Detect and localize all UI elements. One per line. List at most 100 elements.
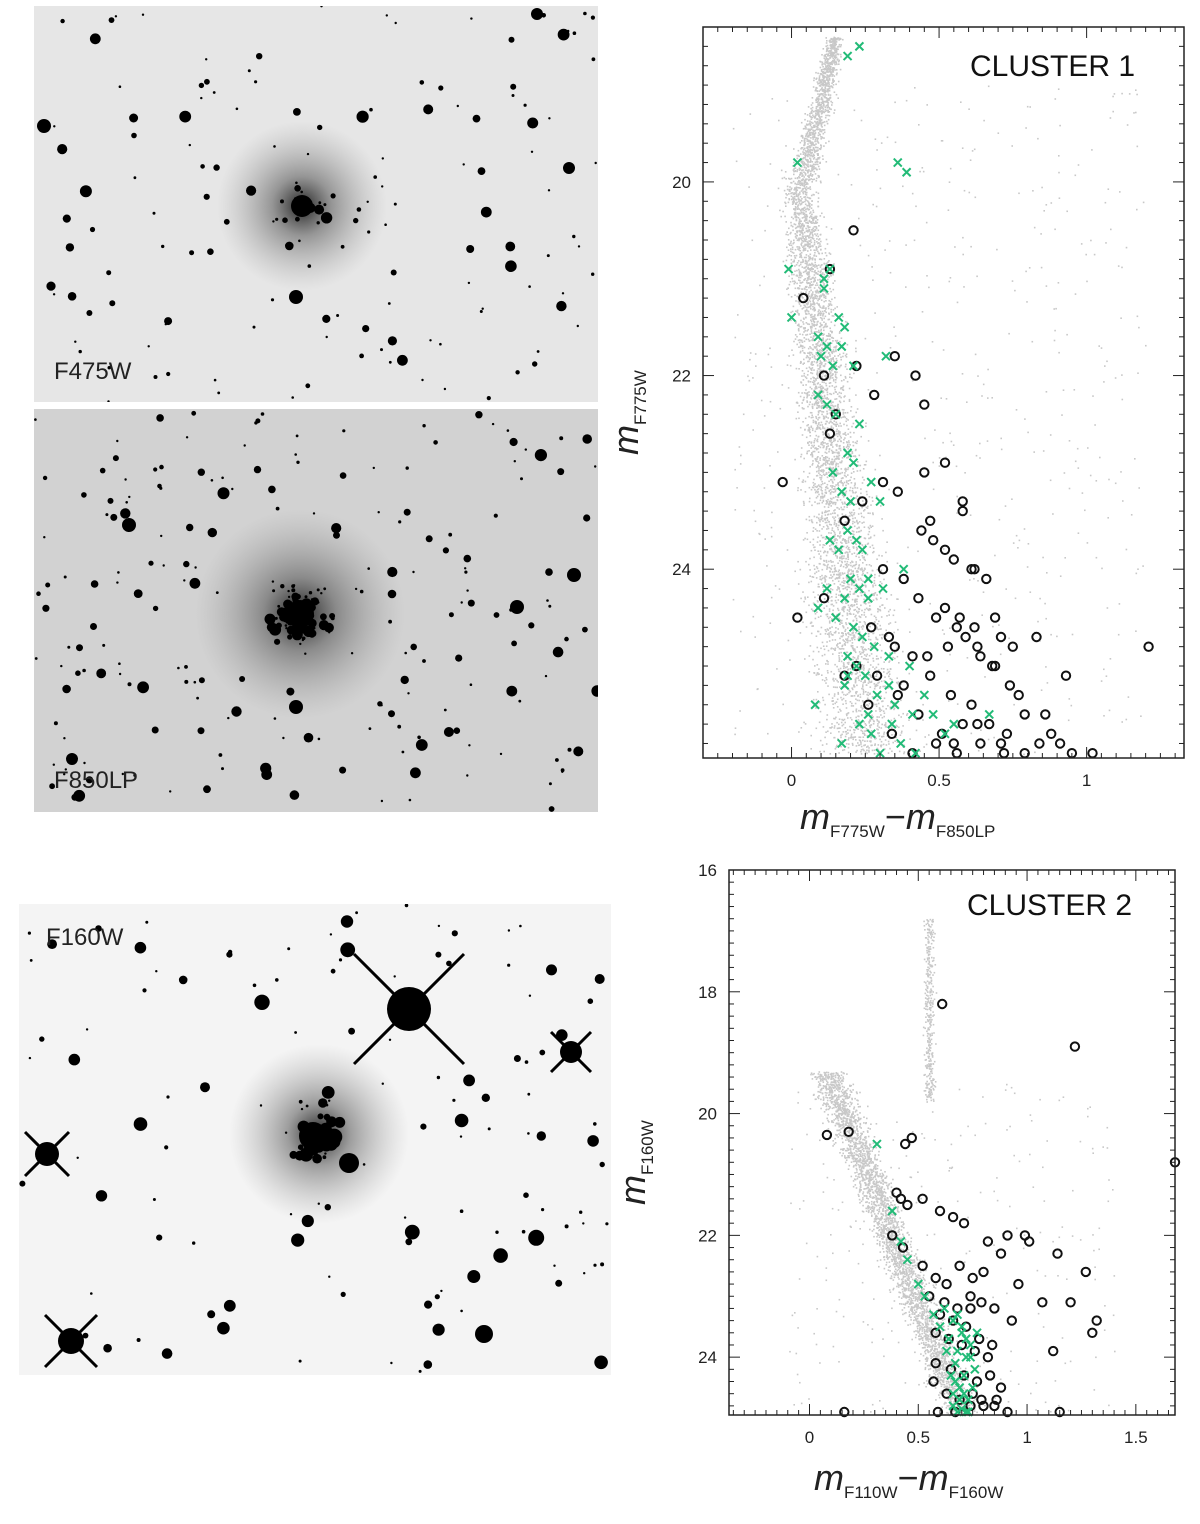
field-star	[834, 488, 836, 490]
field-star	[839, 354, 841, 356]
field-star	[822, 98, 824, 100]
field-star	[837, 706, 839, 708]
field-star	[793, 174, 795, 176]
field-star	[891, 679, 893, 681]
field-star	[874, 622, 876, 624]
field-star	[807, 443, 809, 445]
field-star	[808, 201, 810, 203]
field-star	[827, 279, 829, 281]
field-star	[818, 462, 820, 464]
field-star	[880, 628, 882, 630]
field-star	[819, 521, 821, 523]
field-star	[876, 558, 878, 560]
field-star	[870, 565, 872, 567]
field-star	[840, 38, 842, 40]
star	[398, 520, 401, 523]
field-star	[838, 518, 840, 520]
field-star	[805, 287, 807, 289]
field-star	[798, 150, 800, 152]
field-star	[785, 205, 787, 207]
star	[82, 669, 86, 673]
star	[246, 186, 256, 196]
field-star	[836, 666, 838, 668]
field-star	[855, 681, 857, 683]
field-star	[841, 636, 843, 638]
star	[248, 69, 251, 72]
field-star	[839, 638, 841, 640]
field-star	[816, 343, 818, 345]
field-star	[830, 291, 832, 293]
star	[305, 595, 308, 598]
field-star	[804, 341, 806, 343]
field-star	[880, 696, 882, 698]
field-star	[847, 561, 849, 563]
field-star	[872, 512, 874, 514]
field-star	[819, 540, 821, 542]
field-star	[825, 383, 827, 385]
field-star	[820, 61, 822, 63]
star	[217, 1322, 230, 1335]
field-star	[831, 723, 833, 725]
field-star	[799, 303, 801, 305]
field-star	[838, 588, 840, 590]
field-star	[810, 336, 812, 338]
star	[292, 629, 303, 640]
field-star	[884, 676, 886, 678]
field-star	[879, 625, 881, 627]
field-star	[832, 513, 834, 515]
field-star	[843, 439, 845, 441]
field-star	[836, 341, 838, 343]
field-star	[898, 715, 900, 717]
field-star	[799, 192, 801, 194]
field-star	[821, 376, 823, 378]
field-star	[872, 666, 874, 668]
star	[582, 627, 588, 633]
field-star	[796, 336, 798, 338]
field-star	[851, 406, 853, 408]
field-star	[798, 201, 800, 203]
image-f475w: F475W	[34, 6, 598, 402]
field-star	[826, 49, 828, 51]
field-star	[866, 753, 868, 755]
field-star	[880, 746, 882, 748]
field-star	[827, 567, 829, 569]
field-star	[854, 639, 856, 641]
field-star	[862, 500, 864, 502]
field-star	[813, 485, 815, 487]
field-star	[812, 456, 814, 458]
field-star	[790, 251, 792, 253]
field-star	[830, 485, 832, 487]
field-star	[855, 717, 857, 719]
star	[382, 1083, 384, 1085]
field-star	[804, 267, 806, 269]
field-star	[800, 326, 802, 328]
field-star	[798, 392, 800, 394]
field-star	[848, 752, 850, 754]
field-star	[830, 532, 832, 534]
field-star	[856, 549, 858, 551]
field-star	[847, 732, 849, 734]
field-star	[822, 744, 824, 746]
field-star	[805, 270, 807, 272]
field-star	[856, 607, 858, 609]
field-star	[812, 238, 814, 240]
field-star	[828, 85, 830, 87]
field-star	[814, 310, 816, 312]
star	[272, 589, 275, 592]
field-star	[826, 105, 828, 107]
star	[401, 676, 409, 684]
field-star	[821, 213, 823, 215]
field-star	[848, 542, 850, 544]
field-star	[809, 520, 811, 522]
field-star	[835, 434, 837, 436]
field-star	[800, 142, 802, 144]
star	[124, 478, 126, 480]
field-star	[841, 509, 843, 511]
field-star	[848, 428, 850, 430]
field-star	[841, 581, 843, 583]
field-star	[845, 700, 847, 702]
field-star	[824, 581, 826, 583]
field-star	[815, 173, 817, 175]
field-star	[884, 686, 886, 688]
star	[528, 1230, 544, 1246]
